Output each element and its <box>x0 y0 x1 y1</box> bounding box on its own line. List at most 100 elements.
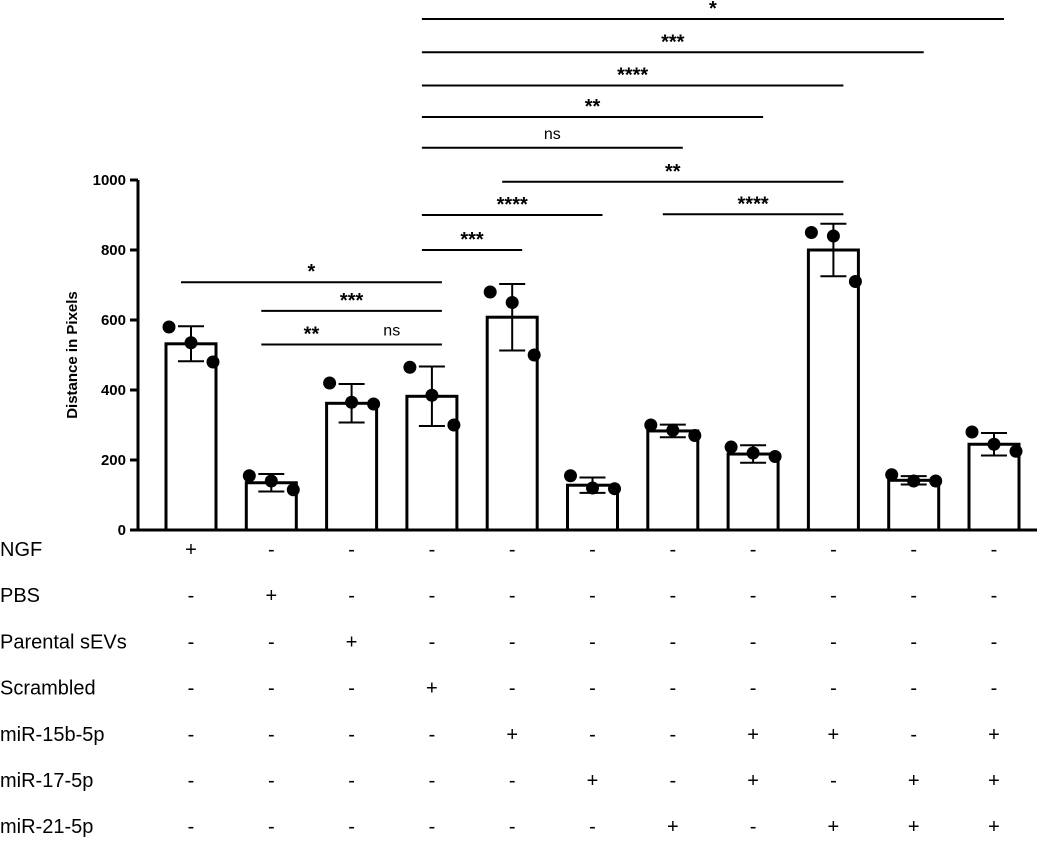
treatment-mark: + <box>908 770 920 792</box>
data-point <box>323 376 337 390</box>
data-point <box>206 355 220 369</box>
data-point <box>1009 444 1023 458</box>
treatment-mark: + <box>828 724 840 746</box>
significance-label: ns <box>544 126 561 143</box>
data-point <box>367 397 381 411</box>
treatment-mark: - <box>750 539 757 561</box>
data-point <box>286 483 300 497</box>
bar <box>806 248 860 532</box>
bar <box>646 429 700 532</box>
treatment-mark: - <box>669 724 676 746</box>
treatment-mark: - <box>589 724 596 746</box>
data-point <box>162 320 176 334</box>
treatment-mark: + <box>185 539 197 561</box>
treatment-mark: - <box>589 585 596 607</box>
data-point <box>242 469 256 483</box>
significance-label: *** <box>661 31 685 53</box>
data-point <box>724 440 738 454</box>
treatment-mark: + <box>265 585 277 607</box>
y-axis-title: Distance in Pixels <box>64 291 81 419</box>
treatment-mark: + <box>587 770 599 792</box>
treatment-mark: - <box>509 539 516 561</box>
treatment-mark: - <box>268 724 275 746</box>
treatment-mark: - <box>429 631 436 653</box>
treatment-mark: - <box>991 585 998 607</box>
treatment-mark: - <box>830 678 837 700</box>
significance-label: *** <box>460 229 484 251</box>
bar <box>164 342 218 532</box>
treatment-mark: - <box>188 724 195 746</box>
treatment-mark: - <box>348 539 355 561</box>
data-point <box>848 275 862 288</box>
bar <box>325 401 379 532</box>
treatment-mark: - <box>188 678 195 700</box>
significance-label: **** <box>738 193 769 215</box>
treatment-mark: - <box>509 585 516 607</box>
treatment-row-label: Scrambled <box>0 678 96 700</box>
treatment-mark: - <box>188 631 195 653</box>
treatment-mark: - <box>188 770 195 792</box>
treatment-mark: - <box>268 770 275 792</box>
treatment-mark: - <box>268 816 275 838</box>
treatment-mark: - <box>348 585 355 607</box>
treatment-mark: - <box>429 724 436 746</box>
treatment-mark: + <box>506 724 518 746</box>
treatment-mark: - <box>669 770 676 792</box>
treatment-mark: - <box>669 631 676 653</box>
data-point <box>608 482 621 496</box>
treatment-row-label: NGF <box>0 539 42 561</box>
treatment-mark: + <box>828 816 840 838</box>
data-point <box>564 469 577 483</box>
treatment-mark: - <box>589 678 596 700</box>
treatment-mark: - <box>509 816 516 838</box>
treatment-row-label: miR-17-5p <box>0 770 93 792</box>
treatment-mark: - <box>991 678 998 700</box>
treatment-mark: + <box>988 770 1000 792</box>
data-point <box>483 285 497 299</box>
treatment-mark: - <box>429 539 436 561</box>
y-tick-label: 200 <box>101 452 126 469</box>
error-bars <box>178 222 1007 494</box>
treatment-mark: - <box>910 724 917 746</box>
treatment-mark: - <box>750 678 757 700</box>
treatment-mark: - <box>669 539 676 561</box>
bar <box>726 452 780 532</box>
treatment-row-label: Parental sEVs <box>0 631 127 653</box>
data-point <box>403 360 417 374</box>
treatment-row-label: miR-21-5p <box>0 816 93 838</box>
treatment-mark: - <box>348 678 355 700</box>
bar <box>967 442 1021 532</box>
treatment-mark: + <box>988 724 1000 746</box>
significance-label: ** <box>665 161 681 183</box>
treatment-mark: + <box>667 816 679 838</box>
y-tick-label: 0 <box>118 522 126 539</box>
significance-label: ** <box>585 96 601 118</box>
treatment-mark: - <box>750 631 757 653</box>
treatment-mark: - <box>750 585 757 607</box>
significance-label: ns <box>383 323 400 340</box>
treatment-mark: - <box>991 539 998 561</box>
data-points <box>162 226 1023 497</box>
data-point <box>885 468 899 482</box>
treatment-mark: - <box>429 816 436 838</box>
treatment-mark: - <box>589 631 596 653</box>
data-point <box>804 226 818 239</box>
significance-label: **** <box>497 194 528 216</box>
treatment-mark: - <box>589 816 596 838</box>
treatment-mark: - <box>268 539 275 561</box>
treatment-mark: + <box>747 770 759 792</box>
treatment-mark: - <box>348 770 355 792</box>
treatment-mark: - <box>669 678 676 700</box>
treatment-mark: - <box>910 585 917 607</box>
treatment-mark: - <box>268 631 275 653</box>
treatment-mark: - <box>589 539 596 561</box>
treatment-mark: - <box>830 770 837 792</box>
significance-label: * <box>308 261 316 283</box>
y-tick-label: 800 <box>101 242 126 259</box>
treatment-mark: - <box>348 816 355 838</box>
treatment-mark: - <box>509 770 516 792</box>
treatment-mark: - <box>509 631 516 653</box>
treatment-mark: + <box>747 724 759 746</box>
treatment-table: NGF + - - - - - - - - - - PBS - + - - - - - - - - - Parental sEV… <box>0 539 1000 838</box>
treatment-mark: - <box>509 678 516 700</box>
